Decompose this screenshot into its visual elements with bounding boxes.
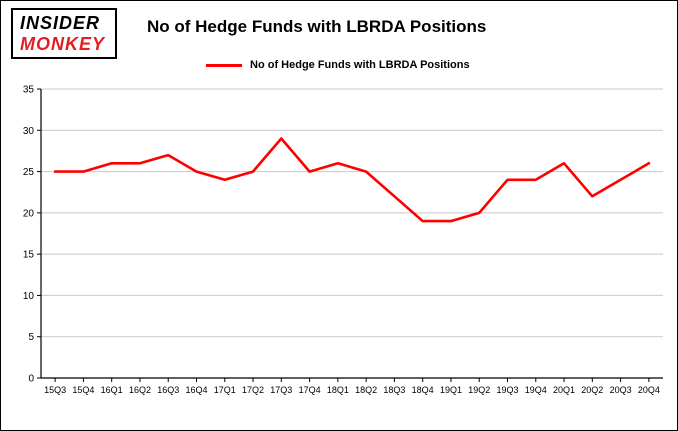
y-tick-label: 25 bbox=[23, 167, 35, 178]
x-tick-label: 19Q4 bbox=[525, 385, 547, 395]
y-tick-label: 30 bbox=[23, 126, 35, 137]
series-line bbox=[53, 137, 651, 223]
x-tick-label: 16Q3 bbox=[157, 385, 179, 395]
x-tick-label: 16Q1 bbox=[101, 385, 123, 395]
y-tick-label: 10 bbox=[23, 291, 35, 302]
x-tick-label: 18Q3 bbox=[383, 385, 405, 395]
x-tick-label: 20Q2 bbox=[581, 385, 603, 395]
page-title: No of Hedge Funds with LBRDA Positions bbox=[147, 17, 487, 36]
x-tick-label: 15Q3 bbox=[44, 385, 66, 395]
chart-legend: No of Hedge Funds with LBRDA Positions bbox=[206, 59, 470, 71]
x-tick-label: 19Q1 bbox=[440, 385, 462, 395]
y-tick-label: 5 bbox=[28, 332, 34, 343]
x-tick-label: 15Q4 bbox=[72, 385, 94, 395]
x-tick-label: 19Q2 bbox=[468, 385, 490, 395]
legend-label: No of Hedge Funds with LBRDA Positions bbox=[250, 59, 470, 71]
y-tick-label: 15 bbox=[23, 250, 35, 261]
x-tick-label: 19Q3 bbox=[496, 385, 518, 395]
y-tick-label: 0 bbox=[28, 374, 34, 385]
logo-line-insider: INSIDER bbox=[20, 13, 101, 33]
x-tick-label: 17Q1 bbox=[214, 385, 236, 395]
x-tick-label: 20Q1 bbox=[553, 385, 575, 395]
x-tick-label: 20Q4 bbox=[638, 385, 660, 395]
x-tick-label: 16Q2 bbox=[129, 385, 151, 395]
x-tick-label: 16Q4 bbox=[185, 385, 207, 395]
y-tick-label: 35 bbox=[23, 85, 35, 96]
logo-line-monkey: MONKEY bbox=[20, 34, 106, 54]
x-tick-label: 20Q3 bbox=[610, 385, 632, 395]
line-chart: 0 5 10 15 20 25 30 35 15Q3 15Q4 16Q1 16Q2 16Q3 16Q4 17… bbox=[23, 85, 663, 395]
x-tick-label: 17Q4 bbox=[299, 385, 321, 395]
chart-header: INSIDER MONKEY No of Hedge Funds with LB… bbox=[1, 1, 677, 81]
y-tick-label: 20 bbox=[23, 208, 35, 219]
x-tick-label: 18Q1 bbox=[327, 385, 349, 395]
x-tick-label: 18Q2 bbox=[355, 385, 377, 395]
insider-monkey-logo: INSIDER MONKEY bbox=[11, 8, 118, 59]
x-tick-label: 17Q3 bbox=[270, 385, 292, 395]
x-tick-label: 17Q2 bbox=[242, 385, 264, 395]
x-tick-label: 18Q4 bbox=[412, 385, 434, 395]
legend-line-sample bbox=[206, 63, 242, 67]
